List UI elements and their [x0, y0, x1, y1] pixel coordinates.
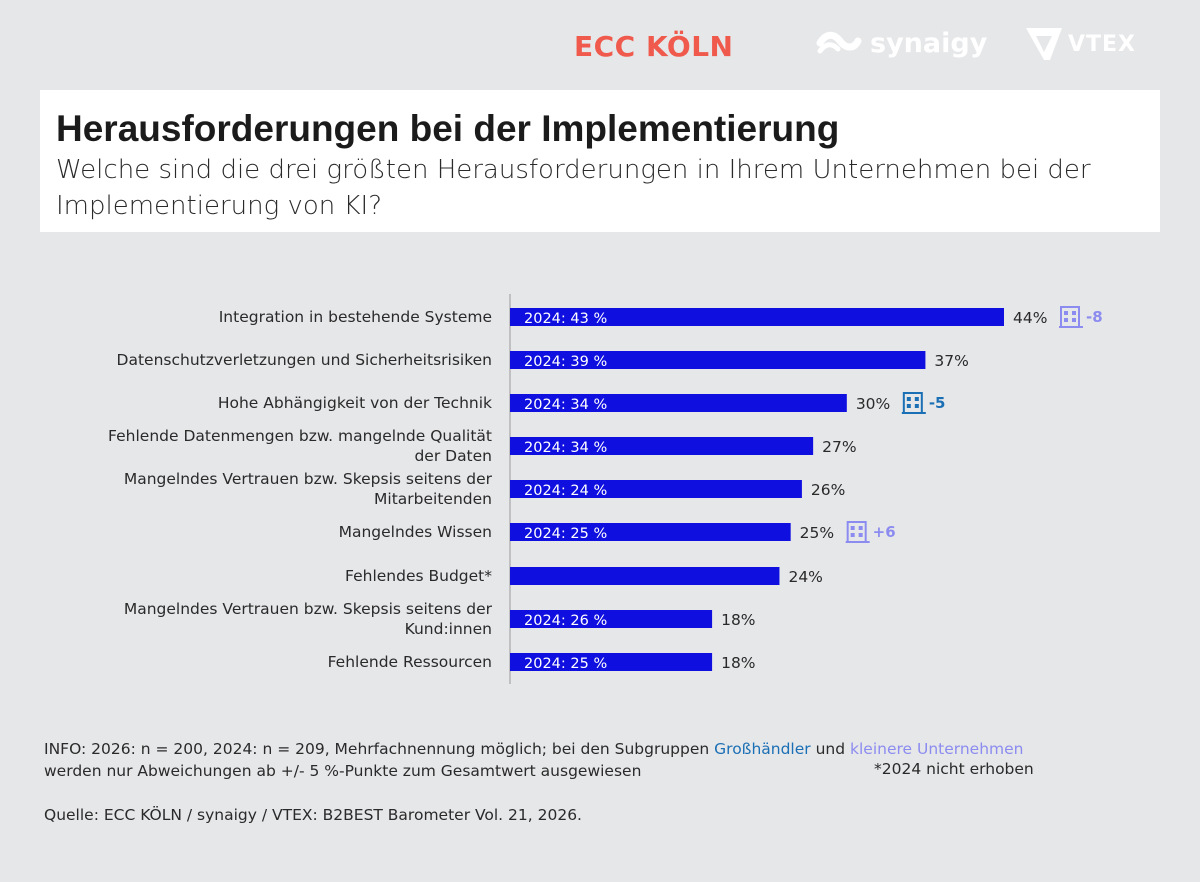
vtex-logo: VTEX: [1024, 26, 1136, 62]
value-label: 26%: [811, 481, 845, 499]
bar-2024-label: 2024: 39 %: [524, 354, 607, 370]
subgroup-deviation-label: +6: [873, 523, 896, 541]
category-label: Mangelndes Vertrauen bzw. Skepsis seiten…: [124, 600, 493, 618]
category-label: der Daten: [414, 447, 492, 465]
category-label: Datenschutzverletzungen und Sicherheitsr…: [117, 351, 492, 369]
subgroup-deviation-label: -8: [1086, 308, 1103, 326]
value-label: 37%: [934, 352, 968, 370]
chart-title: Herausforderungen bei der Implementierun…: [56, 108, 840, 149]
bar: [510, 523, 791, 541]
subgroup-deviation-label: -5: [929, 394, 946, 412]
value-label: 30%: [856, 395, 890, 413]
category-label: Fehlendes Budget*: [345, 567, 492, 585]
bar: [510, 394, 847, 412]
bar: [510, 437, 814, 455]
footer-info-prefix: INFO: 2026: n = 200, 2024: n = 209, Mehr…: [44, 740, 715, 758]
chart-subtitle: Welche sind die drei größten Herausforde…: [56, 155, 1091, 221]
synaigy-wordmark: synaigy: [870, 28, 988, 59]
bar: [510, 567, 780, 585]
value-label: 25%: [800, 524, 834, 542]
header-box: Herausforderungen bei der Implementierun…: [40, 90, 1160, 232]
bar-2024-label: 2024: 25 %: [524, 526, 607, 542]
value-label: 44%: [1013, 309, 1047, 327]
vtex-mark-icon: [1026, 28, 1062, 60]
category-label: Kund:innen: [405, 620, 492, 638]
footnote: *2024 nicht erhoben: [874, 760, 1034, 778]
bar: [510, 480, 802, 498]
synaigy-mark-icon: [816, 31, 862, 53]
source-line: Quelle: ECC KÖLN / synaigy / VTEX: B2BES…: [44, 806, 582, 824]
small-company-building-icon: [1059, 306, 1083, 328]
footer-info: INFO: 2026: n = 200, 2024: n = 209, Mehr…: [44, 738, 1154, 782]
value-label: 18%: [721, 611, 755, 629]
category-label: Integration in bestehende Systeme: [219, 308, 492, 326]
ecc-koeln-logo: ECC KÖLN: [574, 30, 734, 63]
vtex-wordmark: VTEX: [1068, 31, 1137, 57]
bar: [510, 653, 713, 671]
value-label: 18%: [721, 654, 755, 672]
category-label: Hohe Abhängigkeit von der Technik: [218, 394, 492, 412]
synaigy-logo: synaigy: [816, 28, 987, 59]
footer-info-line2: werden nur Abweichungen ab +/- 5 %-Punkt…: [44, 762, 642, 780]
bar-2024-label: 2024: 34 %: [524, 440, 607, 456]
bar-2024-label: 2024: 26 %: [524, 613, 607, 629]
bar-2024-label: 2024: 34 %: [524, 397, 607, 413]
bar-2024-label: 2024: 24 %: [524, 483, 607, 499]
category-label: Fehlende Ressourcen: [328, 653, 492, 671]
category-label: Fehlende Datenmengen bzw. mangelnde Qual…: [108, 427, 492, 445]
legend-grosshaendler: Großhändler: [714, 740, 811, 758]
bar: [510, 308, 1004, 326]
footer-info-und: und: [810, 740, 850, 758]
bar: [510, 351, 926, 369]
category-label: Mangelndes Vertrauen bzw. Skepsis seiten…: [124, 470, 493, 488]
legend-kleinere-unternehmen: kleinere Unternehmen: [850, 740, 1024, 758]
value-label: 24%: [788, 568, 822, 586]
value-label: 27%: [822, 438, 856, 456]
category-label: Mitarbeitenden: [374, 490, 492, 508]
category-label: Mangelndes Wissen: [339, 523, 492, 541]
bar-2024-label: 2024: 25 %: [524, 656, 607, 672]
grosshaendler-building-icon: [901, 392, 926, 414]
bar: [510, 610, 713, 628]
small-company-building-icon: [845, 521, 870, 543]
bar-2024-label: 2024: 43 %: [524, 311, 607, 327]
